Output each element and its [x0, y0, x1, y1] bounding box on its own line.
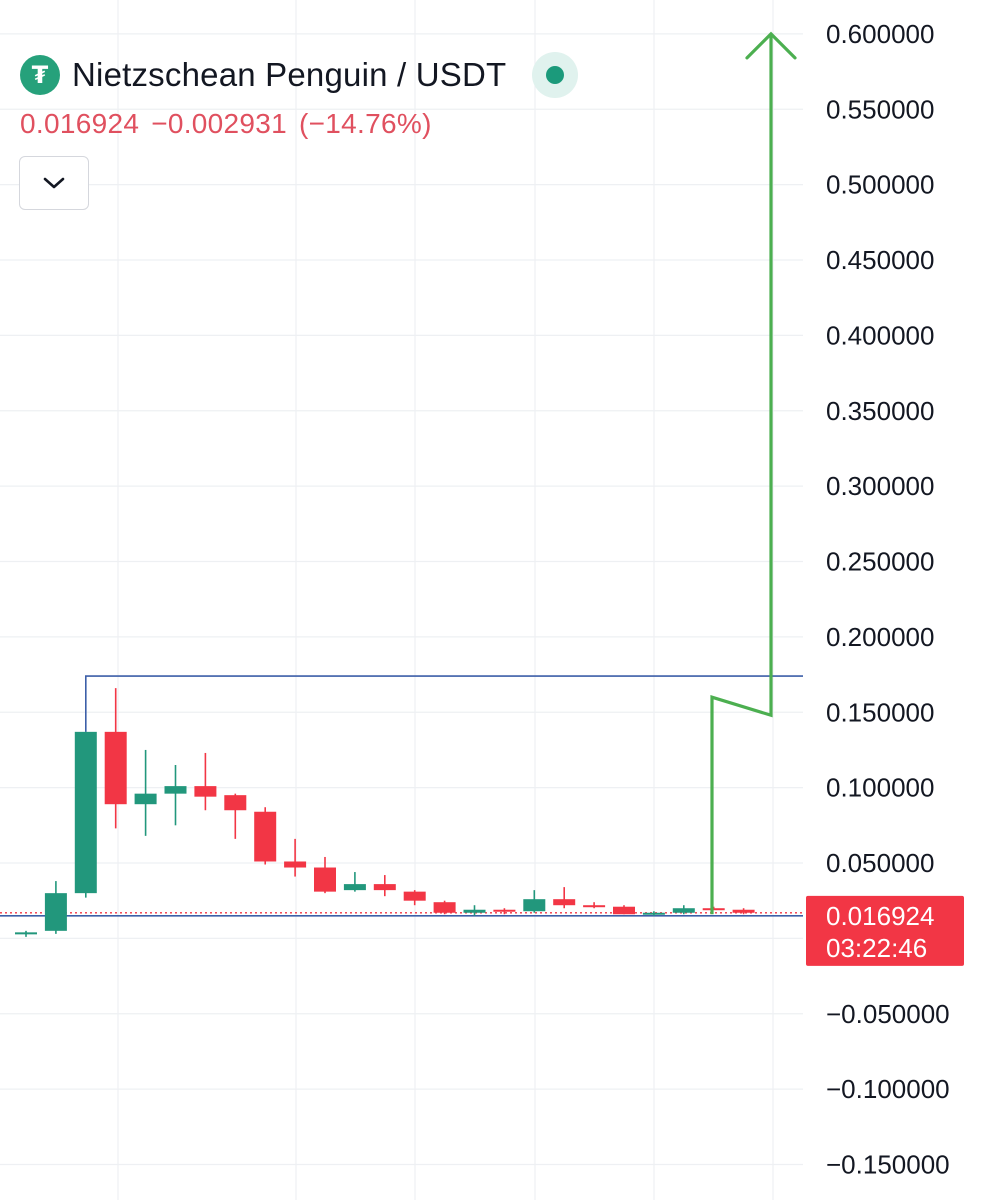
y-tick-label: 0.450000 [826, 245, 934, 275]
y-tick-label: 0.250000 [826, 547, 934, 577]
market-status-indicator[interactable] [532, 52, 579, 98]
candle-body [553, 899, 576, 906]
candle-body [702, 908, 725, 911]
arrow-head-icon [745, 31, 797, 60]
price-change: −0.002931 [151, 108, 288, 139]
y-tick-label: −0.050000 [826, 999, 950, 1029]
candle-body [583, 905, 606, 908]
candle-body [613, 906, 635, 915]
candles [15, 688, 755, 937]
pair-title[interactable]: Nietzschean Penguin / USDT [72, 56, 507, 93]
candle-body [433, 902, 456, 913]
status-dot-icon [546, 66, 565, 84]
price-change-percent: (−14.76%) [299, 108, 432, 139]
y-tick-label: 0.500000 [826, 170, 934, 200]
y-tick-label: 0.300000 [826, 471, 934, 501]
badge-countdown: 03:22:46 [826, 933, 927, 963]
price-change-line: 0.016924 −0.002931 (−14.76%) [20, 108, 444, 140]
y-tick-label: −0.150000 [826, 1150, 950, 1180]
candle-body [164, 786, 187, 794]
y-tick-label: 0.600000 [826, 19, 934, 49]
candle-body [74, 731, 97, 894]
y-tick-label: 0.150000 [826, 697, 934, 727]
chevron-down-icon [43, 177, 65, 189]
collapse-legend-button[interactable] [19, 156, 89, 210]
candle-body [493, 909, 516, 912]
y-tick-label: 0.400000 [826, 320, 934, 350]
candle-body [672, 908, 695, 913]
candle-body [373, 884, 396, 891]
badge-price: 0.016924 [826, 901, 934, 931]
resistance-line [85, 675, 803, 732]
candle-body [194, 786, 217, 797]
candle-body [463, 909, 486, 913]
candle-body [15, 932, 37, 935]
last-price: 0.016924 [20, 108, 140, 139]
candle-body [284, 861, 307, 868]
candle-body [343, 884, 366, 891]
y-tick-label: 0.200000 [826, 622, 934, 652]
candle-body [732, 909, 755, 913]
candle-body [224, 795, 247, 811]
y-tick-label: 0.100000 [826, 773, 934, 803]
candle-body [403, 891, 426, 901]
candle-body [104, 731, 127, 805]
candle-body [642, 912, 665, 915]
candle-body [523, 899, 546, 912]
price-badge-bg [806, 895, 964, 966]
candle-body [314, 867, 336, 892]
projection-arrow-line [710, 33, 773, 915]
y-tick-label: 0.050000 [826, 848, 934, 878]
candle-body [44, 893, 67, 931]
price-axis[interactable]: 0.600000 0.550000 0.500000 0.450000 0.400000… [826, 19, 950, 1180]
chart-grid [0, 0, 803, 1200]
level-lines [0, 675, 803, 917]
y-tick-label: 0.350000 [826, 396, 934, 426]
chart-header: ₮ Nietzschean Penguin / USDT [20, 52, 579, 98]
candle-body [134, 793, 157, 805]
candle-body [254, 811, 277, 862]
tether-icon[interactable]: ₮ [20, 55, 60, 95]
y-tick-label: 0.550000 [826, 94, 934, 124]
projection-arrow [710, 31, 797, 915]
y-tick-label: −0.100000 [826, 1074, 950, 1104]
